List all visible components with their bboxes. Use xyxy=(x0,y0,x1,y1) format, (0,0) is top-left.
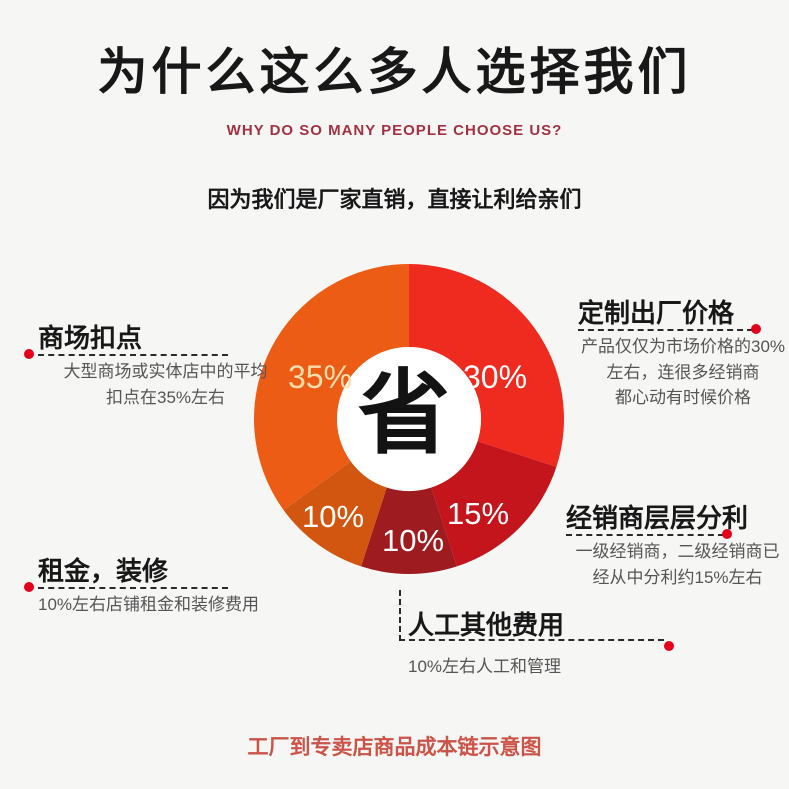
svg-text:10%: 10% xyxy=(382,523,444,558)
svg-text:省: 省 xyxy=(358,363,450,465)
svg-text:10%: 10% xyxy=(302,499,364,534)
svg-text:15%: 15% xyxy=(447,496,509,531)
svg-text:30%: 30% xyxy=(463,359,527,395)
svg-text:35%: 35% xyxy=(288,359,352,395)
